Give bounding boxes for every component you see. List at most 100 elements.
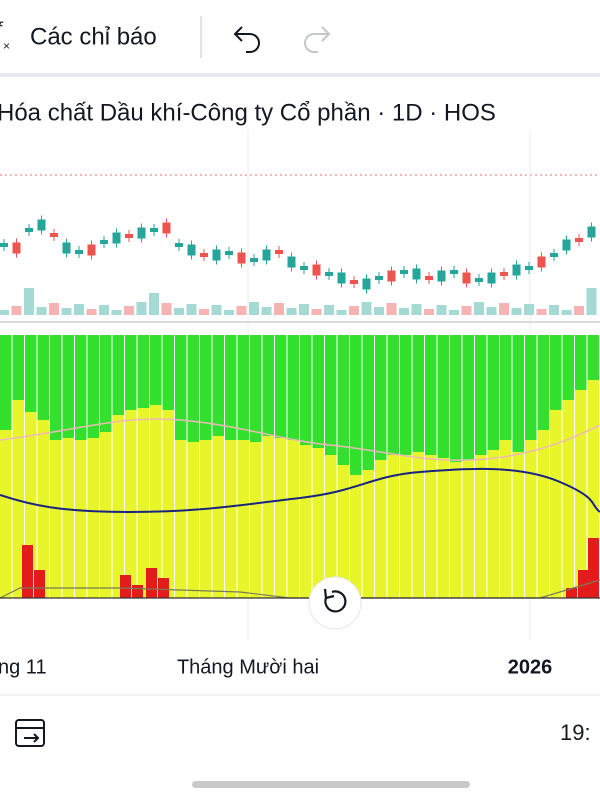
redo-button[interactable] <box>304 26 331 53</box>
price-chart <box>0 215 597 315</box>
yellow-bar <box>525 440 537 598</box>
green-bar <box>125 335 137 410</box>
yellow-bar <box>125 410 137 598</box>
green-bar <box>325 335 337 455</box>
candle-body <box>200 253 208 257</box>
volume-bar <box>474 302 484 315</box>
candle-body <box>75 250 83 254</box>
green-bar <box>0 335 12 430</box>
green-bar <box>50 335 62 440</box>
volume-bar <box>586 288 597 315</box>
histogram-bar <box>146 568 157 598</box>
candle-body <box>187 244 196 256</box>
green-bar <box>212 335 224 436</box>
green-bar <box>550 335 562 410</box>
volume-bar <box>186 304 197 315</box>
candle-body <box>525 266 533 270</box>
volume-bar <box>136 302 147 315</box>
indicator-button[interactable]: ƒ × Các chỉ báo <box>0 18 157 53</box>
green-bar <box>275 335 287 438</box>
yellow-bar <box>462 460 474 598</box>
yellow-bar <box>87 438 99 598</box>
green-bar <box>250 335 262 442</box>
indicators-label: Các chỉ báo <box>30 23 157 50</box>
volume-bar <box>511 308 522 315</box>
volume-bar <box>24 288 34 315</box>
indicator-icon: ƒ <box>0 18 5 40</box>
green-bar <box>437 335 449 458</box>
yellow-bar <box>512 452 524 598</box>
green-bar <box>525 335 537 440</box>
green-bar <box>537 335 549 430</box>
candle-body <box>325 272 333 276</box>
candle-body <box>150 228 158 232</box>
green-bar <box>500 335 512 440</box>
volume-bar <box>486 307 497 315</box>
yellow-bar <box>550 410 562 598</box>
green-bar <box>350 335 362 475</box>
yellow-bar <box>237 440 249 598</box>
yellow-bar <box>325 455 337 598</box>
yellow-bar <box>275 438 287 598</box>
toolbar-border <box>0 73 600 77</box>
yellow-bar <box>62 438 74 598</box>
candle-body <box>375 276 383 280</box>
candle-body <box>387 270 396 282</box>
candle-body <box>125 234 133 238</box>
green-bar <box>312 335 324 448</box>
yellow-bar <box>562 400 574 598</box>
green-bar <box>262 335 274 436</box>
yellow-bar <box>400 455 412 598</box>
candle-body <box>312 264 321 276</box>
volume-bar <box>11 306 22 315</box>
home-indicator <box>192 781 470 788</box>
yellow-bar <box>250 442 262 598</box>
yellow-bar <box>12 400 24 598</box>
volume-bar <box>224 310 234 315</box>
green-bar <box>75 335 87 440</box>
green-bar <box>162 335 174 410</box>
volume-bar <box>124 306 134 315</box>
volume-bar <box>299 304 309 315</box>
candle-body <box>112 232 121 244</box>
reset-icon-arrow <box>323 588 335 600</box>
green-bar <box>37 335 49 420</box>
green-bar <box>487 335 499 450</box>
symbol-title: Hóa chất Dầu khí-Công ty Cổ phần · 1D · … <box>0 99 496 126</box>
candle-body <box>250 258 258 262</box>
candle-body <box>512 264 521 276</box>
green-bar <box>512 335 524 452</box>
candle-body <box>487 272 496 284</box>
candle-body <box>562 239 571 251</box>
volume-bar <box>174 308 184 315</box>
candle-body <box>350 280 358 284</box>
volume-bar <box>361 302 372 315</box>
reset-circle <box>308 576 362 630</box>
green-bar <box>575 335 587 390</box>
green-bar <box>400 335 412 455</box>
green-bar <box>200 335 212 440</box>
candle-body <box>287 256 296 268</box>
reset-button[interactable] <box>308 576 362 630</box>
undo-button[interactable] <box>233 26 260 53</box>
green-bar <box>425 335 437 455</box>
yellow-bar <box>537 430 549 598</box>
green-bar <box>150 335 162 405</box>
candle-body <box>275 250 283 254</box>
candle-body <box>462 272 471 284</box>
green-bar <box>375 335 387 460</box>
yellow-bar <box>487 450 499 598</box>
candle-body <box>262 249 271 261</box>
yellow-bar <box>312 448 324 598</box>
volume-bar <box>311 309 322 315</box>
green-bar <box>237 335 249 440</box>
histogram-bar <box>158 578 169 598</box>
date-range-button[interactable] <box>15 719 45 747</box>
green-bar <box>112 335 124 415</box>
volume-bar <box>86 309 97 315</box>
candle-body <box>175 243 183 247</box>
yellow-bar <box>0 430 12 598</box>
yellow-bar <box>225 440 237 598</box>
